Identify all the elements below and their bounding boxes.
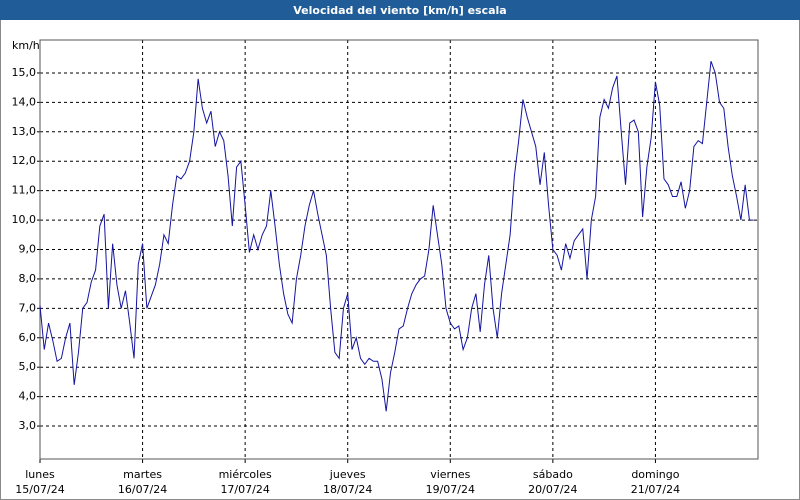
- y-tick-label: 5,0: [19, 360, 37, 373]
- y-unit: km/h: [12, 39, 40, 52]
- y-tick-label: 14,0: [12, 95, 37, 108]
- x-tick-date: 18/07/24: [323, 483, 372, 496]
- x-tick-label: martes: [123, 468, 162, 481]
- title-bar: [0, 0, 800, 20]
- y-tick-label: 8,0: [19, 272, 37, 285]
- x-tick-label: domingo: [631, 468, 679, 481]
- y-tick-label: 9,0: [19, 243, 37, 256]
- x-tick-label: miércoles: [219, 468, 272, 481]
- y-tick-label: 3,0: [19, 419, 37, 432]
- data-line: [39, 61, 754, 412]
- y-tick-label: 11,0: [12, 184, 37, 197]
- chart-title: Velocidad del viento [km/h] escala: [293, 4, 506, 17]
- x-tick-label: lunes: [25, 468, 55, 481]
- x-tick-date: 19/07/24: [426, 483, 475, 496]
- y-tick-label: 15,0: [12, 66, 37, 79]
- y-tick-label: 13,0: [12, 125, 37, 138]
- plot-frame: [39, 39, 759, 460]
- x-tick-date: 16/07/24: [118, 483, 167, 496]
- y-tick-label: 12,0: [12, 154, 37, 167]
- x-tick-label: jueves: [329, 468, 366, 481]
- plot-area: [40, 40, 758, 459]
- x-tick-label: sábado: [533, 468, 573, 481]
- x-tick-date: 21/07/24: [631, 483, 680, 496]
- y-tick-label: 10,0: [12, 213, 37, 226]
- y-tick-label: 4,0: [19, 390, 37, 403]
- x-tick-label: viernes: [430, 468, 470, 481]
- x-tick-date: 20/07/24: [528, 483, 577, 496]
- x-tick-date: 17/07/24: [220, 483, 269, 496]
- x-tick-date: 15/07/24: [15, 483, 64, 496]
- y-tick-label: 7,0: [19, 301, 37, 314]
- y-tick-label: 6,0: [19, 331, 37, 344]
